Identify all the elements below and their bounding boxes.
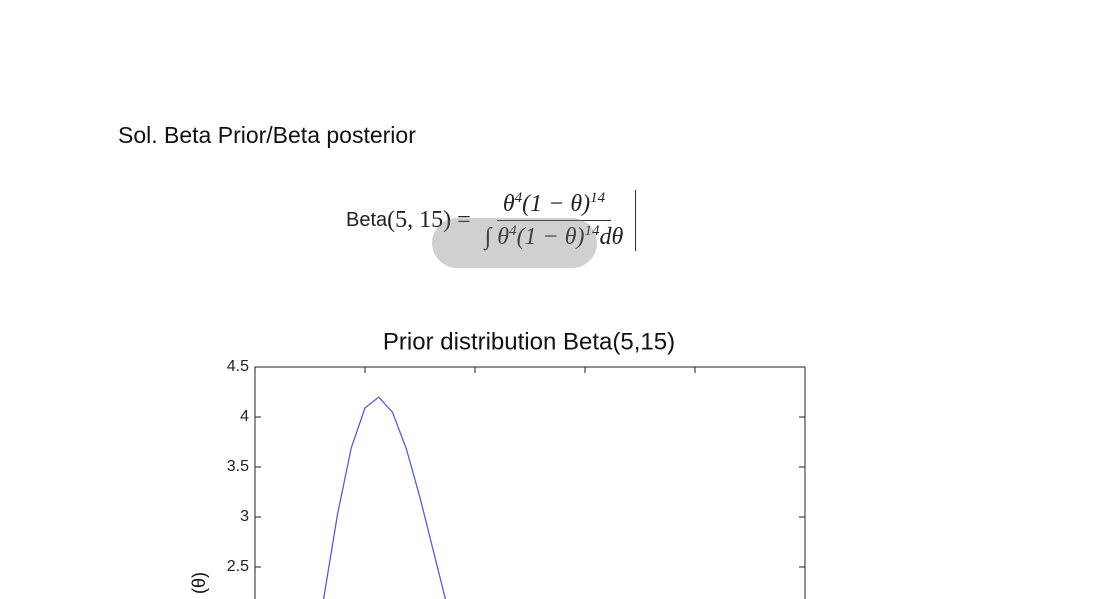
term: ∫ θ [484, 224, 510, 250]
exponent: 4 [509, 223, 517, 239]
term: dθ [599, 224, 624, 250]
term: (1 − θ) [516, 224, 585, 250]
video-control-overlay[interactable] [432, 218, 597, 268]
y-tick-label: 4.5 [227, 358, 249, 375]
density-curve [322, 396, 447, 599]
exponent: 14 [584, 223, 600, 239]
term: θ [502, 191, 515, 217]
chart-title: Prior distribution Beta(5,15) [383, 328, 675, 355]
denominator: ∫ θ4(1 − θ)14dθ [479, 221, 630, 251]
formula-name: Beta [346, 209, 388, 231]
y-tick-label: 2.5 [227, 558, 249, 575]
term: (1 − θ) [522, 191, 591, 217]
fraction: θ4(1 − θ)14 ∫ θ4(1 − θ)14dθ [479, 190, 637, 251]
formula-args: (5, 15) = [387, 207, 471, 233]
exponent: 14 [590, 190, 606, 206]
heading: Sol. Beta Prior/Beta posterior [118, 122, 416, 148]
y-tick-label: 4 [240, 408, 249, 425]
exponent: 4 [514, 190, 523, 206]
formula: Beta (5, 15) = θ4(1 − θ)14 ∫ θ4(1 − θ)14… [346, 190, 637, 251]
y-axis-label: (θ) [189, 572, 209, 594]
y-tick-label: 3 [240, 508, 249, 525]
y-tick-label: 3.5 [227, 458, 249, 475]
numerator: θ4(1 − θ)14 [496, 190, 612, 221]
plot-frame [254, 366, 806, 599]
